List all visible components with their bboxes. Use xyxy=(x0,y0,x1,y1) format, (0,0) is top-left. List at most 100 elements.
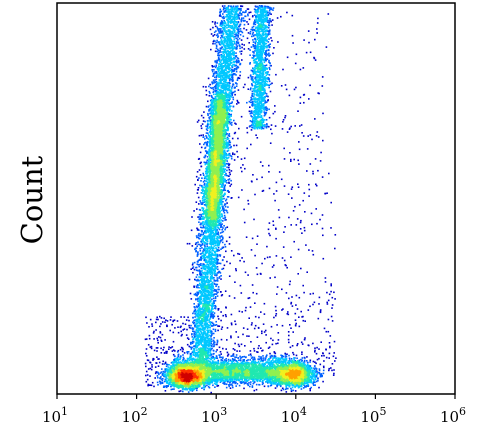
data-point xyxy=(224,184,226,186)
data-point xyxy=(218,244,220,247)
data-point xyxy=(203,338,205,341)
data-point xyxy=(226,202,228,204)
data-point xyxy=(200,354,202,356)
data-point xyxy=(221,40,224,43)
data-point xyxy=(212,88,215,91)
data-point xyxy=(230,49,232,52)
data-point xyxy=(222,32,224,34)
data-point xyxy=(228,166,230,169)
data-point xyxy=(237,66,240,69)
data-point xyxy=(224,56,226,59)
data-point xyxy=(228,182,230,184)
data-point xyxy=(217,246,220,249)
data-point xyxy=(222,59,225,61)
data-point xyxy=(198,334,201,336)
data-point xyxy=(197,158,200,160)
data-point xyxy=(217,233,219,235)
data-point xyxy=(207,329,210,332)
data-point xyxy=(199,264,202,267)
data-point xyxy=(202,221,204,224)
data-point xyxy=(213,93,215,96)
data-point xyxy=(198,221,200,223)
data-point xyxy=(201,344,203,346)
data-point xyxy=(229,67,231,70)
data-point xyxy=(225,30,227,32)
data-point xyxy=(196,292,199,294)
data-point xyxy=(234,93,236,96)
data-point xyxy=(211,272,213,274)
data-point xyxy=(213,34,216,36)
data-point xyxy=(234,16,236,19)
data-point xyxy=(235,32,238,35)
data-point xyxy=(220,221,222,223)
data-point xyxy=(240,39,243,41)
data-point xyxy=(200,201,202,204)
data-point xyxy=(245,10,247,12)
data-point xyxy=(230,47,232,49)
data-point xyxy=(205,284,208,287)
data-point xyxy=(233,68,236,70)
data-point xyxy=(240,5,243,7)
data-point xyxy=(224,25,226,28)
data-point xyxy=(210,268,212,271)
data-point xyxy=(226,160,228,162)
data-point xyxy=(201,271,204,274)
data-point xyxy=(204,285,206,287)
data-point xyxy=(200,287,203,290)
data-point xyxy=(205,293,207,295)
data-point xyxy=(212,35,214,37)
data-point xyxy=(206,235,208,238)
data-point xyxy=(197,315,199,317)
data-point xyxy=(214,21,216,23)
data-point xyxy=(195,292,197,295)
data-point xyxy=(235,13,237,15)
data-point xyxy=(207,176,209,179)
data-point xyxy=(234,15,236,18)
data-point xyxy=(202,208,205,211)
data-point xyxy=(200,226,202,229)
data-point xyxy=(241,43,243,46)
data-point xyxy=(190,298,193,300)
data-point xyxy=(230,42,232,44)
data-point xyxy=(198,259,201,261)
data-point xyxy=(216,280,219,282)
data-point xyxy=(219,235,221,238)
data-point xyxy=(198,304,200,306)
data-point xyxy=(216,22,219,24)
data-point xyxy=(214,89,216,92)
data-point xyxy=(198,203,200,205)
data-point xyxy=(225,7,228,9)
data-point xyxy=(211,87,213,90)
data-point xyxy=(194,333,197,335)
data-point xyxy=(212,314,215,316)
data-point xyxy=(191,267,194,269)
data-point xyxy=(216,229,219,231)
data-point xyxy=(236,40,238,43)
data-point xyxy=(216,349,218,351)
data-point xyxy=(227,154,230,156)
data-point xyxy=(195,311,197,313)
data-point xyxy=(223,197,225,200)
data-point xyxy=(235,68,238,71)
data-point xyxy=(212,332,215,335)
data-point xyxy=(218,28,221,30)
data-point xyxy=(237,14,240,17)
data-point xyxy=(227,206,229,208)
data-point xyxy=(197,253,199,256)
data-point xyxy=(218,254,221,256)
data-point xyxy=(205,247,208,249)
data-point xyxy=(219,44,222,46)
data-point xyxy=(204,318,207,321)
data-point xyxy=(213,65,215,68)
data-point xyxy=(229,146,231,149)
data-point xyxy=(216,244,219,246)
data-point xyxy=(212,260,214,263)
data-point xyxy=(211,252,213,254)
data-point xyxy=(204,257,207,259)
data-point xyxy=(199,290,201,292)
data-point xyxy=(205,296,208,298)
data-point xyxy=(213,279,216,281)
data-point xyxy=(224,38,227,40)
data-point xyxy=(207,77,210,80)
data-point xyxy=(231,137,234,140)
